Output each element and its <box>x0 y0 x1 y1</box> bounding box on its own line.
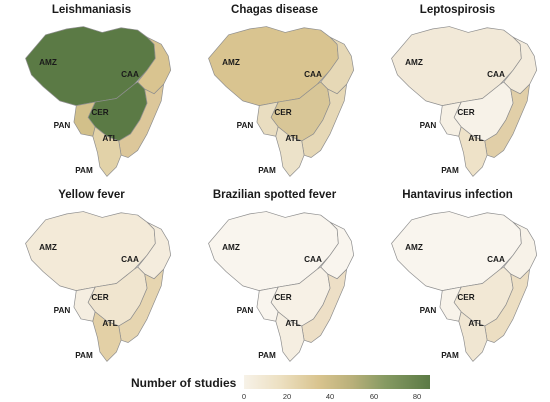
legend-tick: 80 <box>412 392 422 401</box>
region-label-cer: CER <box>91 108 108 117</box>
region-label-atl: ATL <box>102 134 117 143</box>
brazil-map: AMZ CAA CER ATL PAN PAM <box>207 210 355 362</box>
region-label-pan: PAN <box>237 121 254 130</box>
region-label-caa: CAA <box>487 255 505 264</box>
panel-title: Brazilian spotted fever <box>212 189 337 201</box>
panel-title: Leptospirosis <box>419 4 496 16</box>
region-label-atl: ATL <box>102 319 117 328</box>
map-panel-spotted-fever: Brazilian spotted fever AMZ CAA CER ATL PAN P… <box>183 188 366 373</box>
legend-tick: 0 <box>241 392 247 401</box>
region-label-pan: PAN <box>420 306 437 315</box>
region-label-caa: CAA <box>121 255 139 264</box>
region-label-pam: PAM <box>441 166 459 175</box>
legend-title: Number of studies <box>131 376 237 390</box>
region-label-pan: PAN <box>54 306 71 315</box>
region-label-amz: AMZ <box>405 58 423 67</box>
region-label-amz: AMZ <box>39 243 57 252</box>
legend-tick: 40 <box>325 392 335 401</box>
region-label-amz: AMZ <box>222 243 240 252</box>
map-panel-chagas: Chagas disease AMZ CAA CER ATL PAN PAM <box>183 3 366 188</box>
panel-title: Leishmaniasis <box>51 4 132 16</box>
legend-tick: 20 <box>282 392 292 401</box>
region-label-caa: CAA <box>304 70 322 79</box>
region-label-pam: PAM <box>258 351 276 360</box>
region-label-pam: PAM <box>75 166 93 175</box>
region-label-atl: ATL <box>468 134 483 143</box>
map-panel-leptospirosis: Leptospirosis AMZ CAA CER ATL PAN PAM <box>366 3 549 188</box>
map-panel-hantavirus: Hantavirus infection AMZ CAA CER ATL PAN PAM <box>366 188 549 373</box>
region-label-pam: PAM <box>75 351 93 360</box>
region-label-pam: PAM <box>441 351 459 360</box>
region-label-atl: ATL <box>285 319 300 328</box>
brazil-map: AMZ CAA CER ATL PAN PAM <box>24 210 172 362</box>
panel-title: Hantavirus infection <box>402 189 513 201</box>
region-label-caa: CAA <box>304 255 322 264</box>
legend-color-bar <box>244 375 430 389</box>
brazil-map: AMZ CAA CER ATL PAN PAM <box>390 210 538 362</box>
region-label-caa: CAA <box>487 70 505 79</box>
region-label-amz: AMZ <box>405 243 423 252</box>
region-label-pan: PAN <box>237 306 254 315</box>
legend-tick: 60 <box>369 392 379 401</box>
region-label-cer: CER <box>91 293 108 302</box>
region-label-caa: CAA <box>121 70 139 79</box>
region-label-pan: PAN <box>420 121 437 130</box>
region-label-pan: PAN <box>54 121 71 130</box>
panel-title: Chagas disease <box>231 4 318 16</box>
panel-title: Yellow fever <box>58 189 125 201</box>
region-label-amz: AMZ <box>222 58 240 67</box>
region-label-atl: ATL <box>468 319 483 328</box>
legend: Number of studies 0 20 40 60 80 <box>0 368 550 402</box>
map-panel-leishmaniasis: Leishmaniasis AMZ CAA CER ATL PAN PAM <box>0 3 183 188</box>
region-label-amz: AMZ <box>39 58 57 67</box>
region-label-atl: ATL <box>285 134 300 143</box>
map-panel-yellow-fever: Yellow fever AMZ CAA CER ATL PAN PAM <box>0 188 183 373</box>
brazil-map: AMZ CAA CER ATL PAN PAM <box>390 25 538 177</box>
region-label-cer: CER <box>274 108 291 117</box>
region-label-cer: CER <box>457 108 474 117</box>
brazil-map: AMZ CAA CER ATL PAN PAM <box>24 25 172 177</box>
region-label-pam: PAM <box>258 166 276 175</box>
region-label-cer: CER <box>457 293 474 302</box>
brazil-map: AMZ CAA CER ATL PAN PAM <box>207 25 355 177</box>
region-label-cer: CER <box>274 293 291 302</box>
